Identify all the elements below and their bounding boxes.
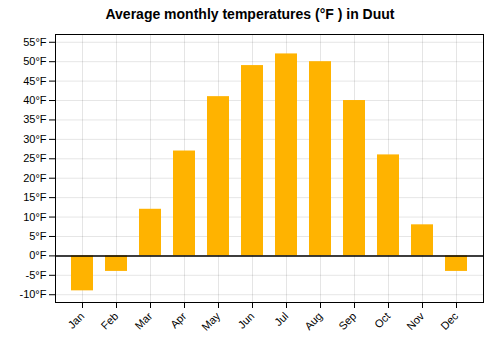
svg-text:Nov: Nov: [404, 309, 427, 332]
svg-text:15°F: 15°F: [23, 191, 47, 203]
svg-text:25°F: 25°F: [23, 152, 47, 164]
svg-text:Apr: Apr: [168, 310, 189, 331]
svg-text:Aug: Aug: [302, 310, 324, 332]
svg-text:Jan: Jan: [65, 310, 86, 331]
svg-text:Dec: Dec: [438, 309, 461, 332]
svg-text:50°F: 50°F: [23, 55, 47, 67]
svg-text:May: May: [199, 309, 223, 333]
svg-text:40°F: 40°F: [23, 94, 47, 106]
svg-text:45°F: 45°F: [23, 75, 47, 87]
svg-text:30°F: 30°F: [23, 133, 47, 145]
svg-text:35°F: 35°F: [23, 113, 47, 125]
svg-text:20°F: 20°F: [23, 172, 47, 184]
svg-text:10°F: 10°F: [23, 211, 47, 223]
svg-text:55°F: 55°F: [23, 36, 47, 48]
html-text:Average monthly temperatures (: Average monthly temperatures (°F ) in Du…: [105, 6, 395, 22]
svg-text:-5°F: -5°F: [26, 269, 47, 281]
svg-text:Oct: Oct: [372, 310, 393, 331]
svg-text:5°F: 5°F: [29, 230, 47, 242]
svg-text:Jul: Jul: [272, 310, 290, 328]
svg-text:Mar: Mar: [133, 310, 155, 332]
svg-text:-10°F: -10°F: [19, 288, 46, 300]
svg-text:Feb: Feb: [99, 310, 121, 332]
svg-text:Jun: Jun: [235, 310, 256, 331]
svg-text:0°F: 0°F: [29, 249, 47, 261]
svg-text:Sep: Sep: [336, 310, 358, 332]
